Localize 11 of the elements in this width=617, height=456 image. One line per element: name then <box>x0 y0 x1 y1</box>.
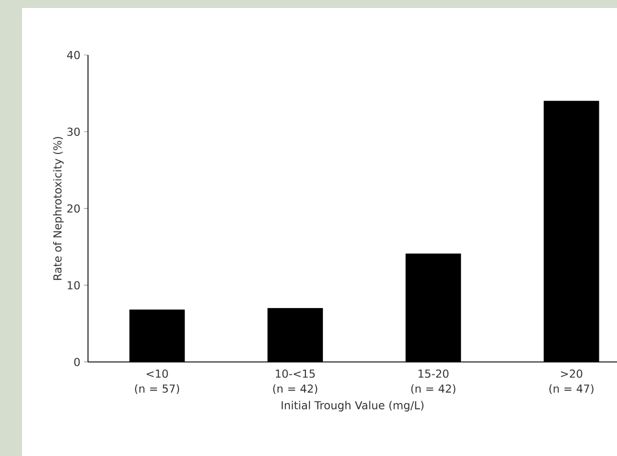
x-tick-label: >20 (n = 47) <box>549 370 594 394</box>
y-tick-label: 30 <box>67 128 80 136</box>
x-axis-title: Initial Trough Value (mg/L) <box>282 400 424 412</box>
x-tick-label: <10 (n = 57) <box>135 370 180 394</box>
y-tick-label: 20 <box>67 204 80 213</box>
x-tick-label: 10-<15 (n = 42) <box>273 370 318 394</box>
x-tick-label: 15-20 (n = 42) <box>411 370 456 394</box>
y-tick-label: 40 <box>67 50 80 60</box>
y-tick-label: 10 <box>68 281 80 290</box>
y-axis-title: Rate of Nephrotoxicity (%) <box>53 136 64 280</box>
y-tick-label: 0 <box>74 358 80 366</box>
